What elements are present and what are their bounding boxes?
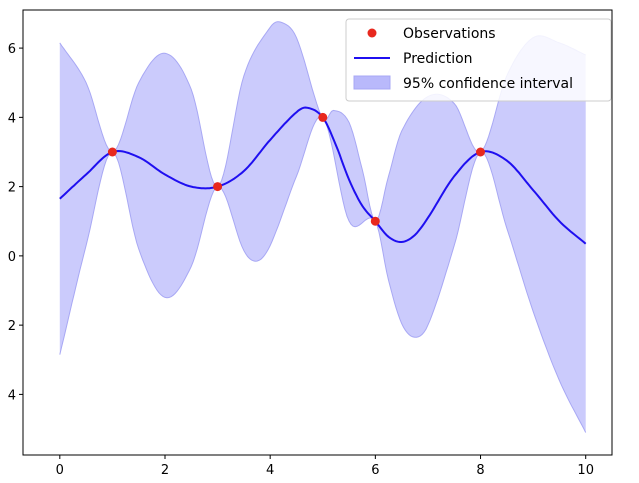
legend-confidence-interval-label: 95% confidence interval — [403, 76, 573, 92]
y-tick-label: 4 — [8, 111, 16, 126]
observation-point — [370, 216, 380, 226]
y-tick-label: 2 — [8, 181, 16, 196]
y-tick-label: 4 — [8, 388, 16, 403]
axes-frame — [22, 9, 613, 456]
observation-point — [476, 147, 485, 157]
y-tick-label: 2 — [8, 319, 16, 334]
observation-points — [107, 112, 485, 226]
y-tick-label: 0 — [8, 250, 16, 265]
x-tick-label: 6 — [371, 463, 379, 478]
legend-box — [345, 18, 612, 102]
legend-observations-marker — [367, 28, 377, 38]
prediction-line — [59, 106, 587, 245]
observation-point — [107, 147, 117, 157]
observation-point — [213, 182, 223, 192]
legend-prediction-label: Prediction — [403, 51, 473, 67]
x-tick-label: 10 — [577, 463, 594, 478]
observation-point — [318, 112, 328, 122]
legend: Observations Prediction 95% confidence i… — [345, 18, 612, 102]
legend-observations-label: Observations — [403, 26, 496, 42]
x-tick-label: 4 — [266, 463, 274, 478]
x-tick-label: 8 — [476, 463, 484, 478]
legend-confidence-interval-patch — [353, 75, 391, 90]
x-axis: 0 2 4 6 8 10 — [56, 455, 594, 478]
y-axis: 4 2 0 2 4 6 — [8, 42, 23, 403]
x-tick-label: 0 — [56, 463, 64, 478]
y-tick-label: 6 — [8, 42, 16, 57]
confidence-interval-band — [59, 21, 586, 433]
x-tick-label: 2 — [161, 463, 169, 478]
